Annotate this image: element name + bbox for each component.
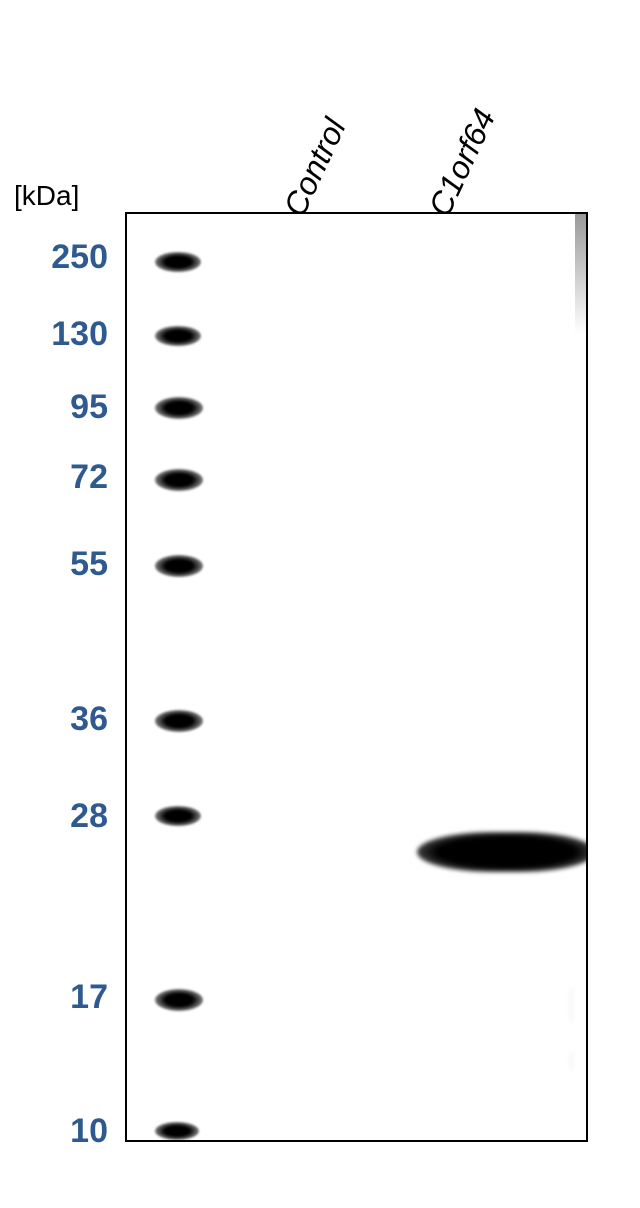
ladder-band (155, 469, 203, 491)
marker-36: 36 (70, 700, 108, 739)
ladder-band (155, 252, 201, 272)
marker-17: 17 (70, 978, 108, 1017)
ladder-band (155, 806, 201, 826)
marker-130: 130 (51, 315, 108, 354)
marker-95: 95 (70, 388, 108, 427)
edge-shadow (575, 214, 588, 334)
marker-72: 72 (70, 458, 108, 497)
lane-label-control: Control (276, 113, 353, 222)
sample-band (417, 832, 588, 872)
ladder-band (155, 710, 203, 732)
marker-10: 10 (70, 1112, 108, 1151)
faint-mark (569, 987, 574, 1022)
lane-label-sample: C1orf64 (421, 103, 503, 222)
ladder-band (155, 397, 203, 419)
figure-container: [kDa] Control C1orf64 250 130 95 72 55 3… (0, 0, 640, 1208)
marker-250: 250 (51, 238, 108, 277)
ladder-band (155, 326, 201, 346)
marker-28: 28 (70, 797, 108, 836)
ladder-band (155, 989, 203, 1011)
ladder-band (155, 555, 203, 577)
axis-title: [kDa] (14, 180, 79, 212)
ladder-band (155, 1122, 199, 1140)
marker-55: 55 (70, 545, 108, 584)
blot-frame (125, 212, 588, 1142)
faint-mark (569, 1052, 574, 1070)
